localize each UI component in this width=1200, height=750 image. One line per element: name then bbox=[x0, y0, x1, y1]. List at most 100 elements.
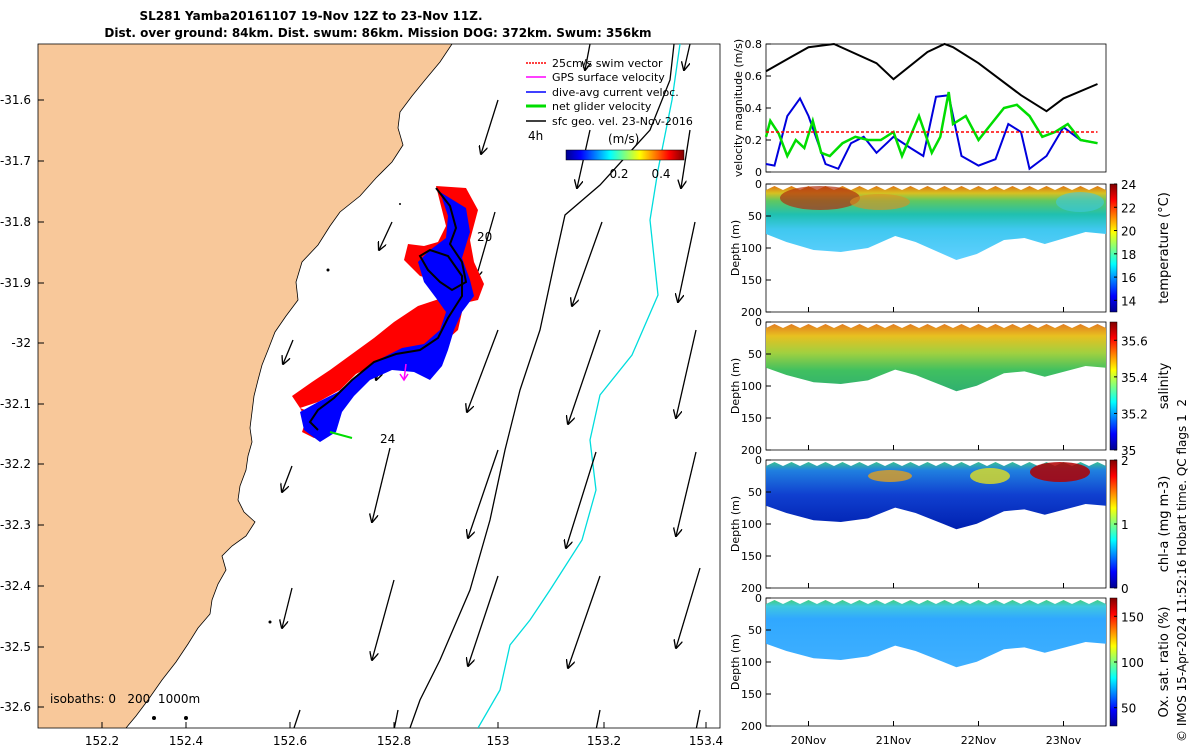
map-panel: 25cm/s swim vector GPS surface velocity … bbox=[0, 43, 723, 748]
depth-tick-label: 50 bbox=[748, 348, 762, 361]
colorbar-tick-label: 35.2 bbox=[1121, 407, 1148, 421]
map-x-tick-label: 153.4 bbox=[689, 734, 723, 748]
velocity-y-tick-label: 0.2 bbox=[745, 134, 763, 147]
velocity-series-0 bbox=[765, 42, 1098, 113]
colorbar-tick-label: 16 bbox=[1121, 271, 1136, 285]
legend-gps: GPS surface velocity bbox=[526, 71, 665, 84]
colorbar-tick-label: 35.4 bbox=[1121, 371, 1148, 385]
map-y-tick-label: -32.3 bbox=[0, 518, 31, 532]
isobath-200 bbox=[409, 44, 675, 728]
svg-text:dive-avg current veloc.: dive-avg current veloc. bbox=[552, 86, 679, 99]
depth-tick-label: 100 bbox=[741, 656, 762, 669]
map-colorbar-tick: 0.4 bbox=[651, 167, 670, 181]
colorbar-tick-label: 2 bbox=[1121, 454, 1129, 468]
colorbar-unit: (m/s) bbox=[608, 132, 639, 146]
section-panel-1: 0 50 100 150 200 Depth (m) 35 35.2 35.4 35.6 salin… bbox=[729, 316, 1172, 458]
svg-text:net glider velocity: net glider velocity bbox=[552, 100, 652, 113]
colorbar-tick-label: 50 bbox=[1121, 702, 1136, 716]
footer-credit: © IMOS 15-Apr-2024 11:52:16 Hobart time.… bbox=[1175, 399, 1189, 742]
depth-tick-label: 150 bbox=[741, 412, 762, 425]
section-colorbar bbox=[1109, 321, 1118, 451]
colorbar-tick-label: 22 bbox=[1121, 201, 1136, 215]
svg-text:25cm/s swim vector: 25cm/s swim vector bbox=[552, 57, 663, 70]
gps-velocity bbox=[399, 363, 409, 382]
map-legend: 25cm/s swim vector GPS surface velocity … bbox=[526, 57, 693, 128]
colorbar-tick-label: 20 bbox=[1121, 225, 1136, 239]
depth-ylabel: Depth (m) bbox=[729, 496, 742, 552]
colorbar-tick-label: 150 bbox=[1121, 610, 1144, 624]
current-vectors bbox=[300, 192, 474, 442]
depth-tick-label: 200 bbox=[741, 444, 762, 457]
section-fill-3 bbox=[766, 598, 1106, 668]
glider-track bbox=[292, 186, 484, 442]
depth-tick-label: 100 bbox=[741, 518, 762, 531]
velocity-series-2 bbox=[764, 91, 1098, 160]
depth-tick-label: 200 bbox=[741, 582, 762, 595]
svg-text:sfc geo. vel. 23-Nov-2016: sfc geo. vel. 23-Nov-2016 bbox=[552, 115, 693, 128]
section-fill-2 bbox=[766, 460, 1106, 530]
depth-tick-label: 150 bbox=[741, 688, 762, 701]
islands bbox=[152, 203, 401, 720]
date-tick-label: 23Nov bbox=[1046, 734, 1082, 747]
colorbar-tick-label: 24 bbox=[1121, 178, 1136, 192]
colorbar-tick-label: 18 bbox=[1121, 248, 1136, 262]
depth-ylabel: Depth (m) bbox=[729, 358, 742, 414]
date-tick-label: 22Nov bbox=[961, 734, 997, 747]
map-y-tick-label: -32 bbox=[11, 336, 31, 350]
depth-tick-label: 150 bbox=[741, 550, 762, 563]
section-fill-1 bbox=[766, 322, 1106, 392]
map-y-tick-label: -31.6 bbox=[0, 93, 31, 107]
map-y-tick-label: -31.8 bbox=[0, 215, 31, 229]
isobath-label: isobaths: 0 200 1000m bbox=[50, 692, 200, 706]
map-x-tick-label: 152.2 bbox=[85, 734, 119, 748]
map-colorbar bbox=[565, 149, 685, 161]
date-tick-label: 20Nov bbox=[791, 734, 827, 747]
legend-net: net glider velocity bbox=[526, 100, 652, 113]
velocity-y-tick-label: 0.8 bbox=[745, 38, 763, 51]
legend-geo: sfc geo. vel. 23-Nov-2016 bbox=[526, 115, 693, 128]
map-y-tick-label: -32.1 bbox=[0, 397, 31, 411]
map-x-tick-label: 152.4 bbox=[169, 734, 203, 748]
map-x-tick-label: 153 bbox=[487, 734, 510, 748]
colorbar-tick-label: 0 bbox=[1121, 582, 1129, 596]
colorbar-label: chl-a (mg m-3) bbox=[1157, 476, 1172, 573]
date-tick-label: 21Nov bbox=[876, 734, 912, 747]
velocity-ylabel: velocity magnitude (m/s) bbox=[732, 39, 745, 177]
legend-current: dive-avg current veloc. bbox=[526, 86, 679, 99]
velocity-y-tick-label: 0.4 bbox=[745, 102, 763, 115]
colorbar-label: salinity bbox=[1157, 362, 1172, 409]
map-y-tick-label: -31.7 bbox=[0, 154, 31, 168]
colorbar-tick-label: 35.6 bbox=[1121, 334, 1148, 348]
colorbar-label: Ox. sat. ratio (%) bbox=[1157, 607, 1172, 718]
svg-text:GPS surface velocity: GPS surface velocity bbox=[552, 71, 665, 84]
depth-tick-label: 50 bbox=[748, 624, 762, 637]
depth-tick-label: 50 bbox=[748, 210, 762, 223]
depth-ylabel: Depth (m) bbox=[729, 220, 742, 276]
depth-tick-label: 200 bbox=[741, 720, 762, 733]
map-x-tick-label: 152.8 bbox=[377, 734, 411, 748]
land-mass bbox=[38, 44, 453, 728]
map-y-tick-label: -31.9 bbox=[0, 276, 31, 290]
section-colorbar bbox=[1109, 183, 1118, 313]
colorbar-tick-label: 14 bbox=[1121, 294, 1136, 308]
map-x-tick-label: 152.6 bbox=[273, 734, 307, 748]
depth-tick-label: 0 bbox=[755, 592, 762, 605]
map-y-tick-label: -32.6 bbox=[0, 700, 31, 714]
isobath-1000 bbox=[477, 44, 681, 728]
section-panel-3: 0 50 100 150 200 Depth (m) 50 100 150 Ox. sat. ra… bbox=[729, 592, 1172, 747]
section-panel-2: 0 50 100 150 200 Depth (m) 0 1 2 chl-a (mg m-3) bbox=[729, 454, 1172, 596]
map-axes: 152.2 152.4 152.6 152.8 153 153.2 153.4 -31.6 -3… bbox=[0, 93, 723, 748]
map-x-tick-label: 153.2 bbox=[587, 734, 621, 748]
track-line bbox=[308, 187, 468, 431]
label-4h: 4h bbox=[528, 129, 543, 143]
depth-tick-label: 100 bbox=[741, 242, 762, 255]
depth-tick-label: 200 bbox=[741, 306, 762, 319]
depth-tick-label: 100 bbox=[741, 380, 762, 393]
colorbar-label: temperature (°C) bbox=[1157, 192, 1172, 304]
velocity-y-tick-label: 0.6 bbox=[745, 70, 763, 83]
map-y-tick-label: -32.4 bbox=[0, 579, 31, 593]
colorbar-tick-label: 1 bbox=[1121, 518, 1129, 532]
